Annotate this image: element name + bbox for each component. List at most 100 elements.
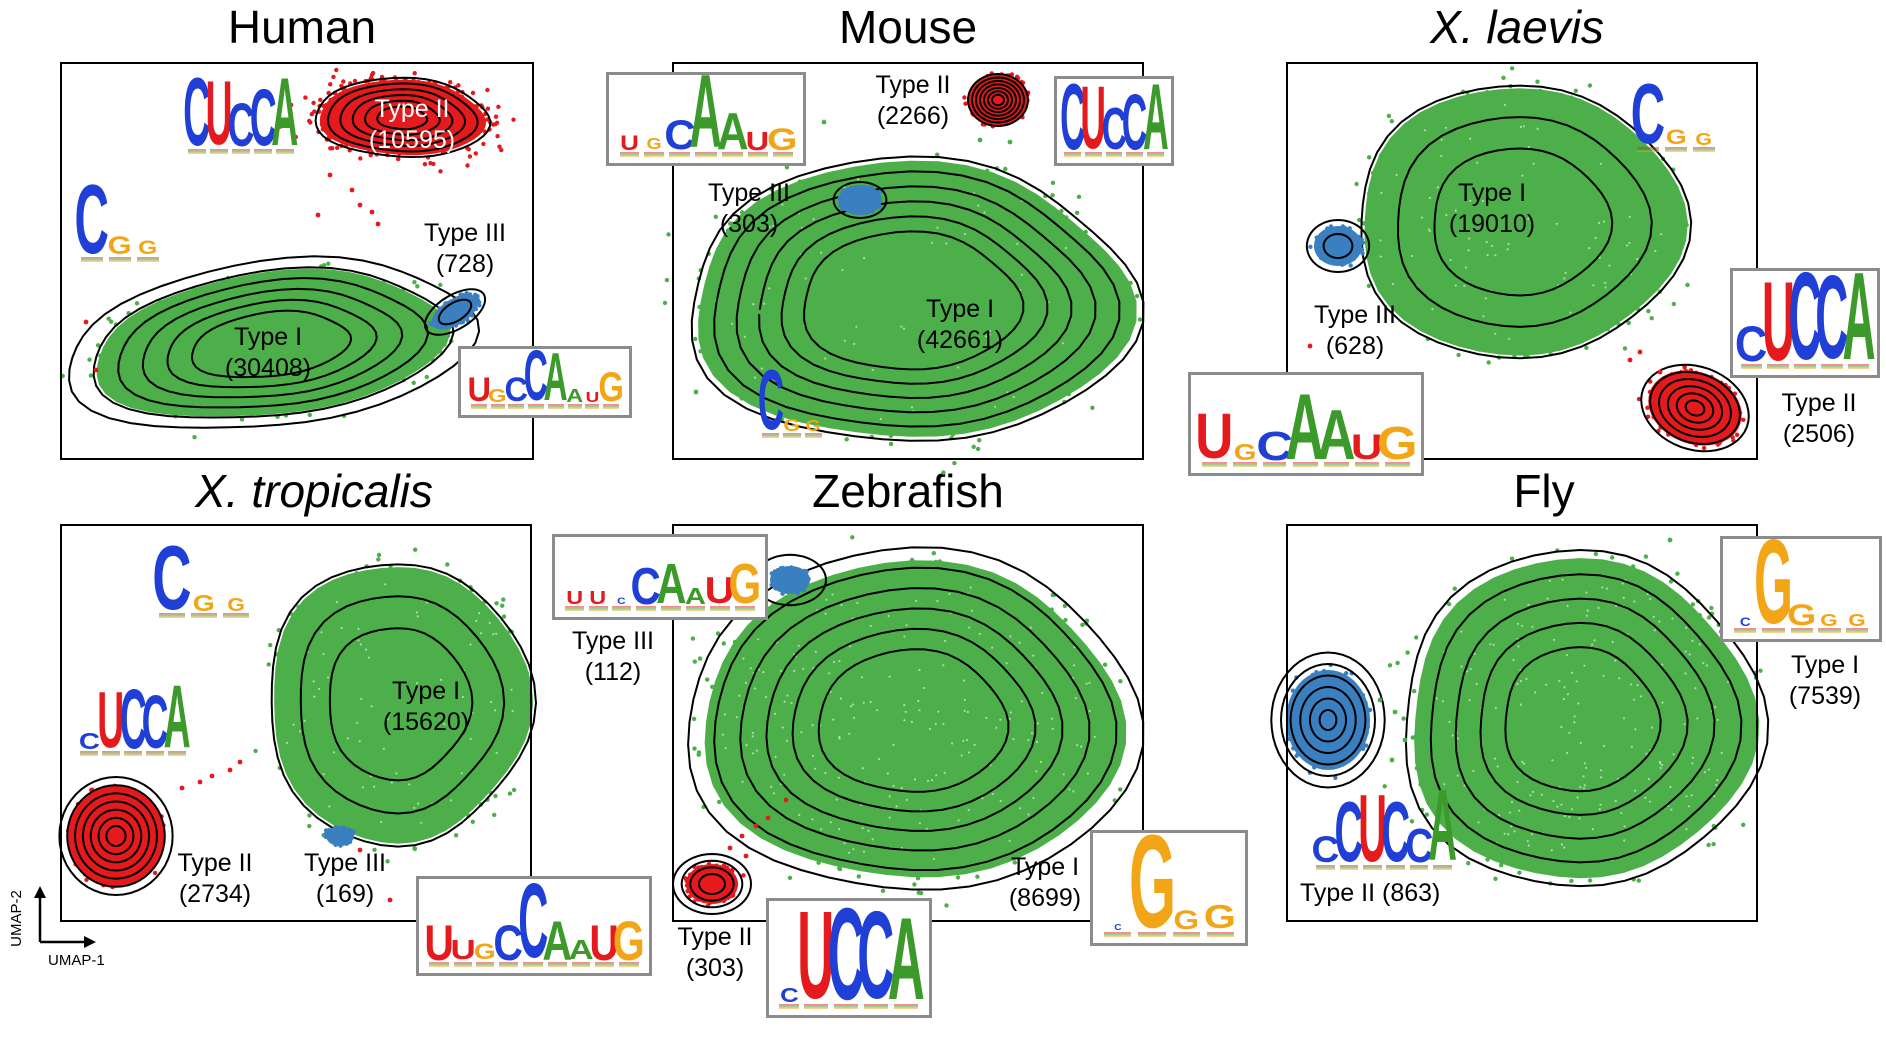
logo-letter: C	[1405, 822, 1433, 871]
logo-glyph-G: G	[1173, 905, 1200, 936]
cluster-count: (2734)	[178, 880, 252, 908]
logo-minor-bases	[1355, 462, 1379, 467]
logo-letter: U	[590, 917, 620, 968]
logo-minor-bases	[1384, 462, 1410, 467]
logo-letter: G	[803, 418, 824, 438]
logo-glyph-U: U	[746, 125, 770, 156]
logo-glyph-A: A	[684, 582, 706, 609]
logo-letter: G	[728, 556, 761, 612]
xlaevis-type2-points	[1636, 363, 1750, 453]
logo-minor-bases	[80, 257, 104, 262]
cluster-type: Type I	[1010, 853, 1080, 881]
logo-glyph-C: C	[74, 178, 110, 268]
logo-letter: C	[631, 560, 661, 612]
logo-letter: A	[568, 936, 593, 967]
logo-minor-bases	[834, 1004, 858, 1009]
cluster-type: Type II	[875, 71, 951, 99]
logo-minor-bases	[685, 606, 705, 611]
cluster-type: Type II	[177, 849, 253, 877]
logo-minor-bases	[1104, 932, 1132, 937]
logo-minor-bases	[1740, 364, 1763, 369]
logo-letter: U	[205, 68, 233, 160]
logo-letter: C	[777, 985, 801, 1009]
logo-glyph-G: G	[1204, 899, 1237, 937]
logo-letter: G	[188, 590, 220, 618]
logo-glyph-G: G	[227, 594, 245, 615]
logo-glyph-G: G	[1665, 125, 1687, 150]
logo-letter: C	[610, 596, 634, 611]
logo-minor-bases	[1323, 462, 1350, 467]
logo-glyph-C: C	[517, 876, 549, 976]
logo-letter: G	[1204, 899, 1238, 937]
logo-minor-bases	[1432, 865, 1452, 870]
logo-letter: G	[488, 386, 507, 409]
logo-letter: C	[152, 540, 191, 624]
logo-glyph-U: U	[797, 898, 835, 1018]
logo-minor-bases	[1386, 865, 1405, 870]
logo-letter: C	[1815, 271, 1848, 375]
xtropicalis-type3-label: Type III (169)	[290, 848, 400, 910]
logo-letter: C	[663, 111, 696, 159]
logo-letter: C	[142, 684, 169, 759]
xlaevis-strays	[1307, 343, 1663, 375]
logo-letter: U	[97, 676, 125, 762]
logo-glyph-C: C	[1630, 78, 1666, 158]
logo-glyph-C: C	[1735, 316, 1768, 373]
logo-minor-bases	[669, 152, 691, 157]
mouse-strays	[693, 119, 1013, 395]
human-type3-label: Type III (728)	[410, 218, 520, 280]
logo-letter: A	[544, 349, 568, 411]
logo-minor-bases	[709, 606, 730, 611]
logo-letter: C	[183, 68, 211, 160]
logo-glyph-C: C	[504, 370, 529, 409]
cluster-count: (42661)	[916, 326, 1004, 354]
logo-letter: G	[613, 912, 645, 968]
logo-letter: G	[1230, 440, 1259, 467]
logo-glyph-C: C	[249, 72, 277, 160]
logo-minor-bases	[1733, 628, 1756, 633]
logo-minor-bases	[1818, 628, 1841, 633]
cluster-count: (169)	[315, 880, 375, 908]
logo-minor-bases	[1084, 152, 1102, 157]
logo-minor-bases	[168, 751, 186, 756]
logo-glyph-C: C	[827, 898, 865, 1018]
logo-minor-bases	[619, 152, 640, 157]
logo-letter: C	[857, 901, 894, 1015]
logo-glyph-U: U	[97, 676, 125, 762]
human-type3-points	[423, 288, 487, 336]
logo-glyph-C: C	[1788, 268, 1822, 378]
logo-glyph-U: U	[1351, 428, 1383, 468]
logo-minor-bases	[547, 404, 564, 409]
logo-glyph-U: U	[424, 913, 455, 971]
logo-minor-bases	[594, 962, 615, 967]
logo-glyph-C: C	[183, 68, 211, 160]
logo-letter: G	[1690, 129, 1718, 152]
xlaevis-type1-label: Type I (19010)	[1432, 178, 1552, 240]
logo-minor-bases	[223, 613, 249, 618]
logo-glyph-A: A	[1842, 268, 1876, 378]
logo-glyph-C: C	[524, 346, 549, 416]
cluster-type: Type I	[233, 323, 303, 351]
logo-glyph-G: G	[192, 590, 216, 617]
cluster-count: (628)	[1325, 332, 1385, 360]
logo-glyph-C: C	[663, 111, 696, 159]
logo-letter: A	[690, 75, 722, 163]
logo-letter: A	[271, 68, 298, 160]
logo-glyph-U: U	[450, 934, 476, 966]
panel-human	[60, 62, 534, 460]
logo-glyph-G: G	[728, 552, 761, 616]
cluster-type: Type II	[374, 95, 450, 123]
cluster-type: Type II	[1781, 389, 1857, 417]
logo-glyph-G: G	[1695, 129, 1713, 150]
logo-glyph-U: U	[205, 68, 233, 160]
logo-minor-bases	[508, 404, 525, 409]
xtropicalis-type2-points	[58, 775, 174, 897]
logo-minor-bases	[1636, 147, 1660, 152]
human-strays	[83, 172, 381, 373]
logo-glyph-A: A	[1427, 780, 1457, 876]
logo-minor-bases	[603, 404, 620, 409]
